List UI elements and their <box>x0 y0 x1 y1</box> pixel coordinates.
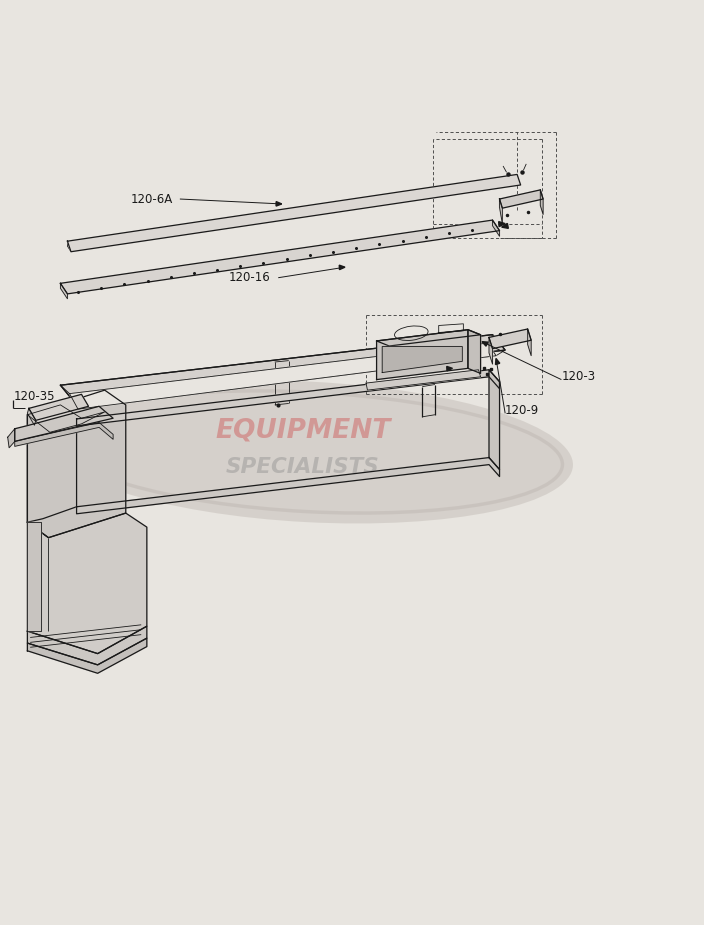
Polygon shape <box>540 190 543 215</box>
Text: 120-6A: 120-6A <box>131 192 173 205</box>
Polygon shape <box>68 175 521 252</box>
Polygon shape <box>468 329 481 374</box>
Polygon shape <box>502 224 508 228</box>
Polygon shape <box>493 220 500 236</box>
Polygon shape <box>61 220 500 294</box>
Text: 120-9: 120-9 <box>505 404 539 417</box>
Polygon shape <box>377 329 481 346</box>
Polygon shape <box>27 626 147 665</box>
Polygon shape <box>27 523 42 631</box>
Polygon shape <box>339 265 345 270</box>
Polygon shape <box>276 202 282 206</box>
Polygon shape <box>489 329 531 349</box>
Polygon shape <box>498 222 505 227</box>
Polygon shape <box>528 329 531 356</box>
Text: 120-3: 120-3 <box>561 370 596 383</box>
Polygon shape <box>377 329 468 379</box>
Polygon shape <box>77 370 500 426</box>
Text: SPECIALISTS: SPECIALISTS <box>226 458 379 477</box>
Polygon shape <box>482 341 488 346</box>
Polygon shape <box>29 394 89 420</box>
Polygon shape <box>382 347 463 373</box>
Polygon shape <box>77 458 500 513</box>
Polygon shape <box>500 199 503 224</box>
Polygon shape <box>489 338 493 364</box>
Polygon shape <box>70 343 496 409</box>
Polygon shape <box>27 405 105 432</box>
Polygon shape <box>27 409 36 426</box>
Text: 120-16: 120-16 <box>229 271 271 284</box>
Polygon shape <box>447 366 453 371</box>
Polygon shape <box>489 370 500 470</box>
Polygon shape <box>500 190 543 208</box>
Ellipse shape <box>46 380 573 524</box>
Polygon shape <box>496 359 500 364</box>
Polygon shape <box>61 283 68 299</box>
Polygon shape <box>15 423 113 447</box>
Polygon shape <box>61 335 505 401</box>
Polygon shape <box>27 638 147 673</box>
Polygon shape <box>27 405 77 523</box>
Polygon shape <box>366 370 481 390</box>
Polygon shape <box>8 429 15 448</box>
Polygon shape <box>27 390 126 537</box>
Polygon shape <box>15 406 113 441</box>
Text: EQUIPMENT: EQUIPMENT <box>215 418 391 444</box>
Polygon shape <box>27 513 147 654</box>
Text: 120-35: 120-35 <box>13 390 55 403</box>
